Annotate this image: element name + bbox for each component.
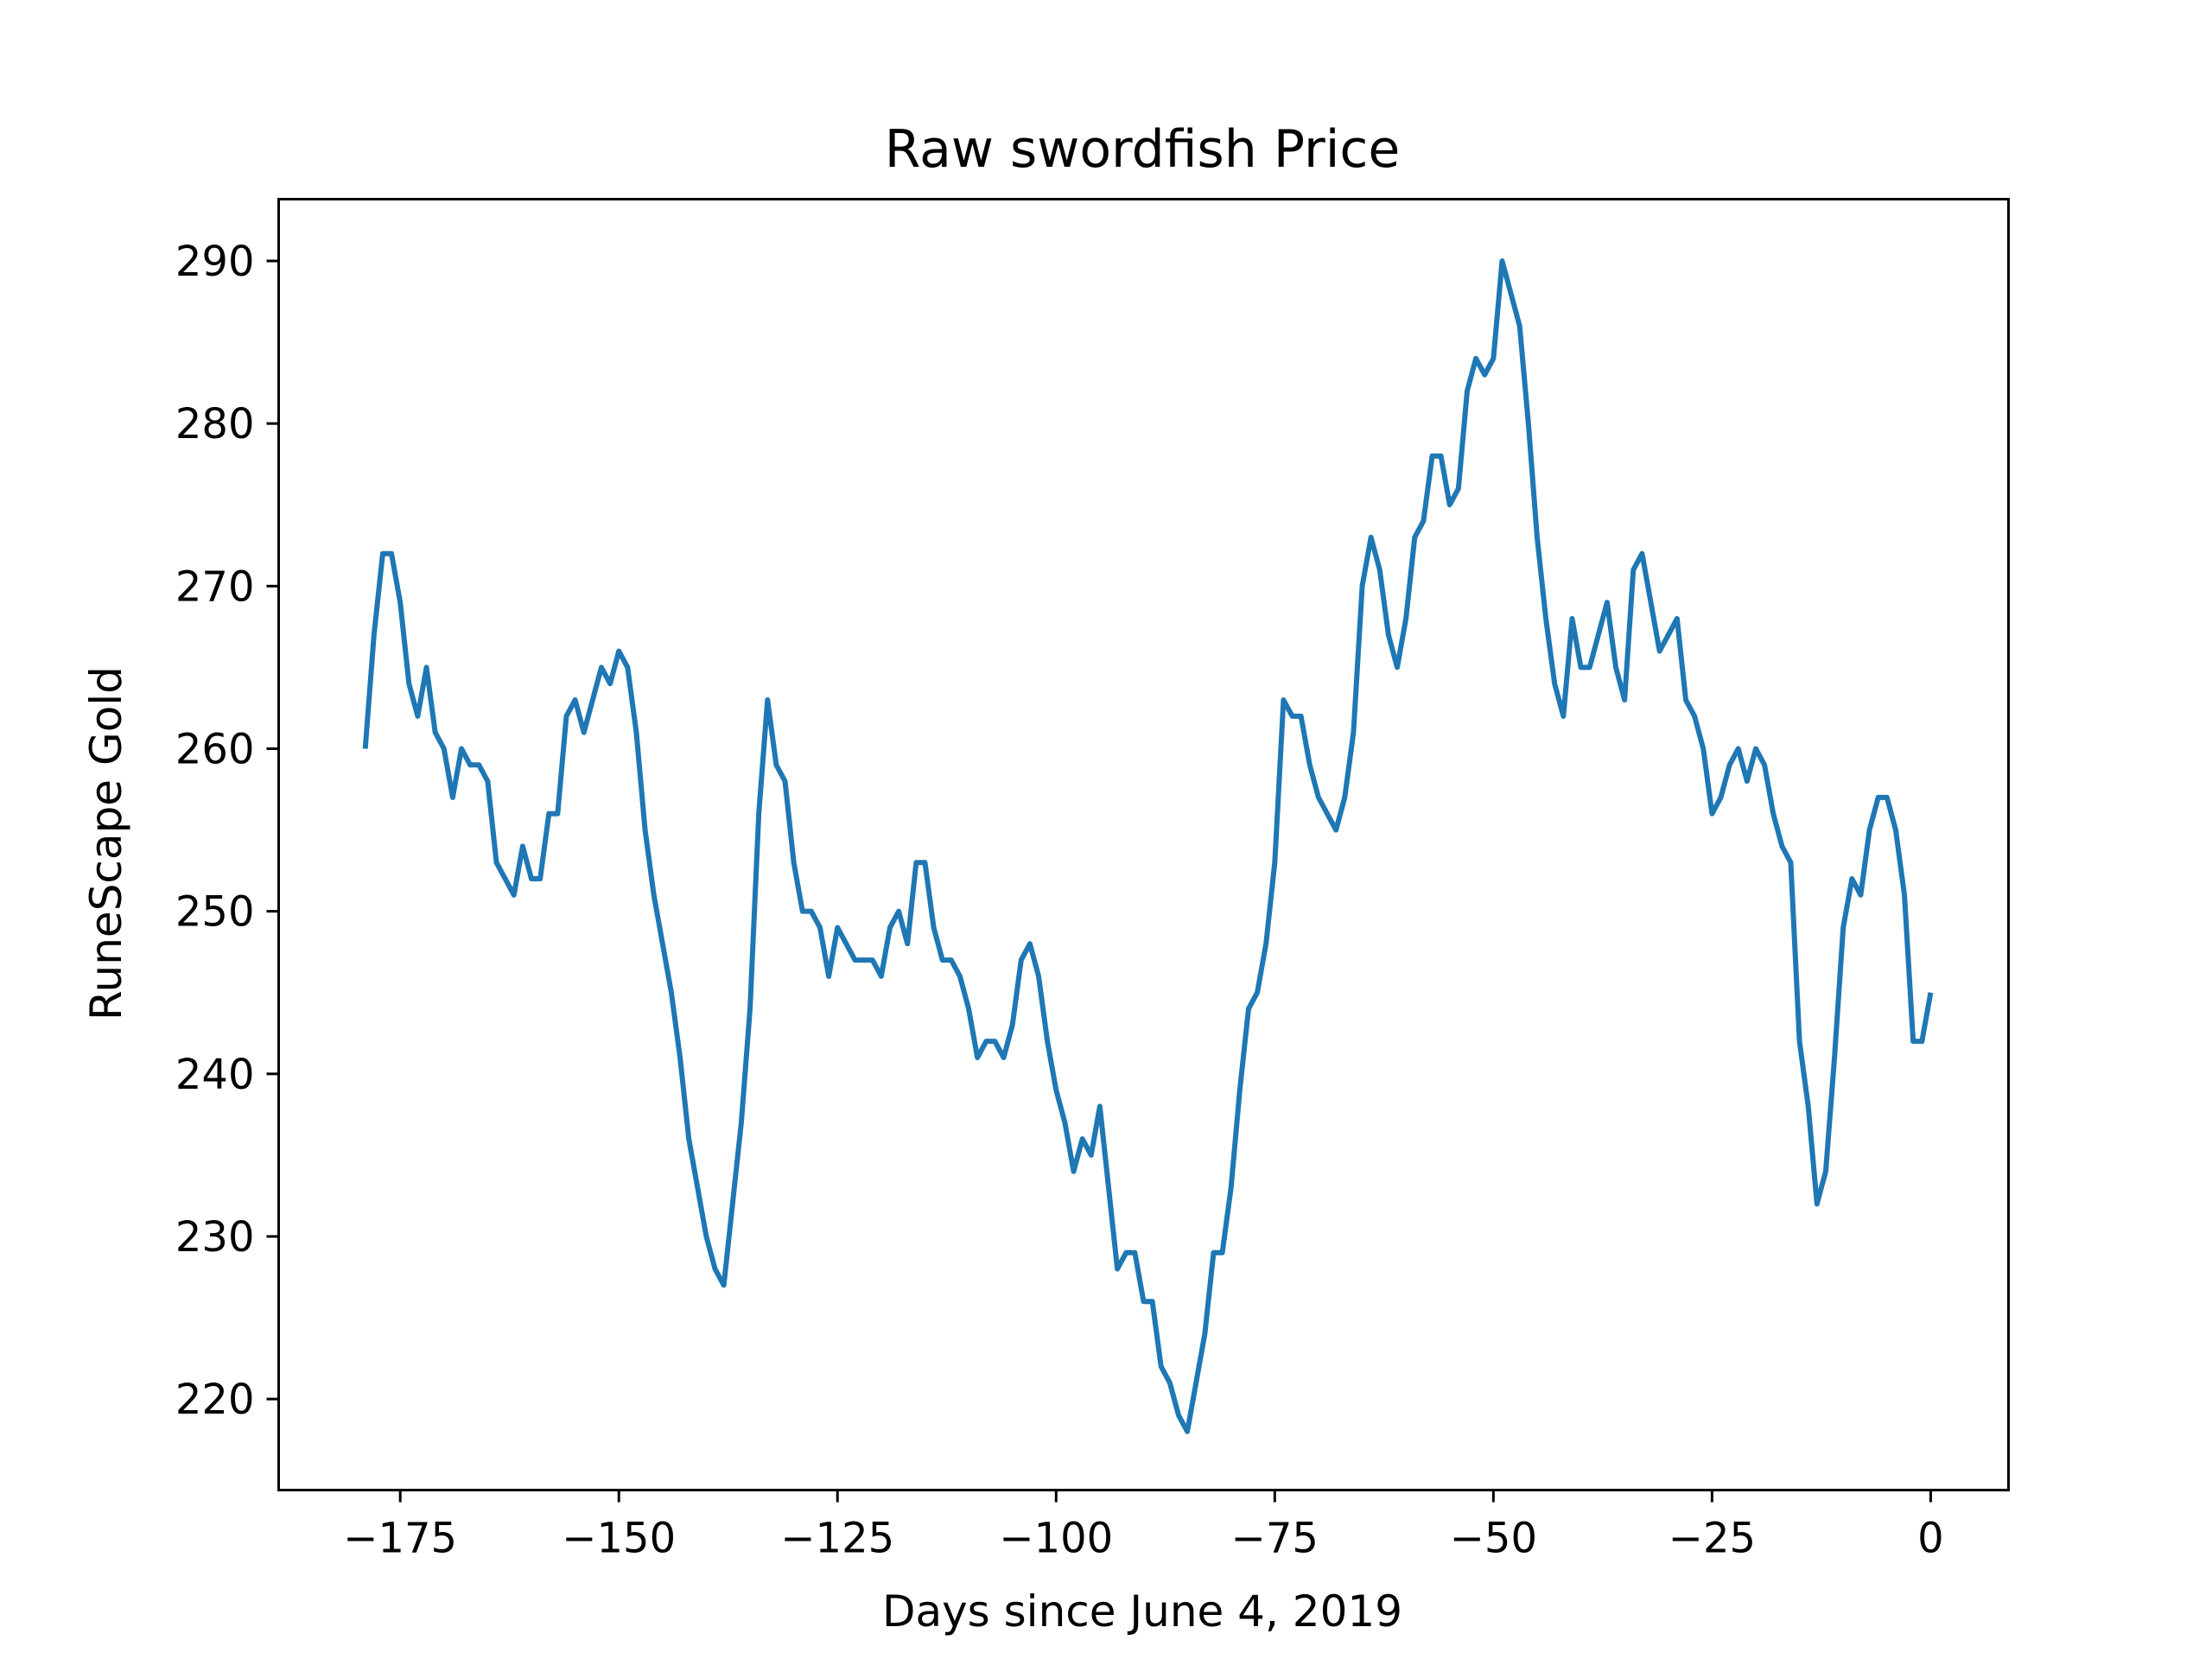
- x-tick-label: −175: [343, 1515, 457, 1563]
- y-tick-label: 230: [175, 1213, 255, 1262]
- y-tick-label: 280: [175, 400, 255, 448]
- x-tick-label: −150: [562, 1515, 676, 1563]
- y-tick-label: 290: [175, 238, 255, 286]
- chart-title: Raw swordfish Price: [885, 119, 1401, 180]
- y-tick-label: 220: [175, 1376, 255, 1424]
- y-tick-label: 260: [175, 725, 255, 773]
- plot-frame: [277, 198, 2010, 1491]
- y-axis-label: RuneScape Gold: [81, 666, 131, 1020]
- y-tick-label: 240: [175, 1051, 255, 1099]
- x-tick-label: −75: [1231, 1515, 1319, 1563]
- y-tick-label: 270: [175, 563, 255, 611]
- y-tick-label: 250: [175, 888, 255, 937]
- series-line-0: [362, 258, 1934, 1434]
- x-tick-label: −25: [1669, 1515, 1756, 1563]
- x-tick-label: −50: [1450, 1515, 1537, 1563]
- x-axis-ticks: −175 −150 −125 −100 −75 −50 −25 0: [343, 1490, 1944, 1563]
- y-axis-ticks: 220 230 240 250 260 270 280 290: [175, 238, 279, 1424]
- x-axis-label: Days since June 4, 2019: [882, 1586, 1402, 1637]
- x-tick-label: −100: [999, 1515, 1113, 1563]
- x-tick-label: −125: [780, 1515, 894, 1563]
- series-layer: [362, 258, 1934, 1434]
- x-tick-label: 0: [1917, 1515, 1944, 1563]
